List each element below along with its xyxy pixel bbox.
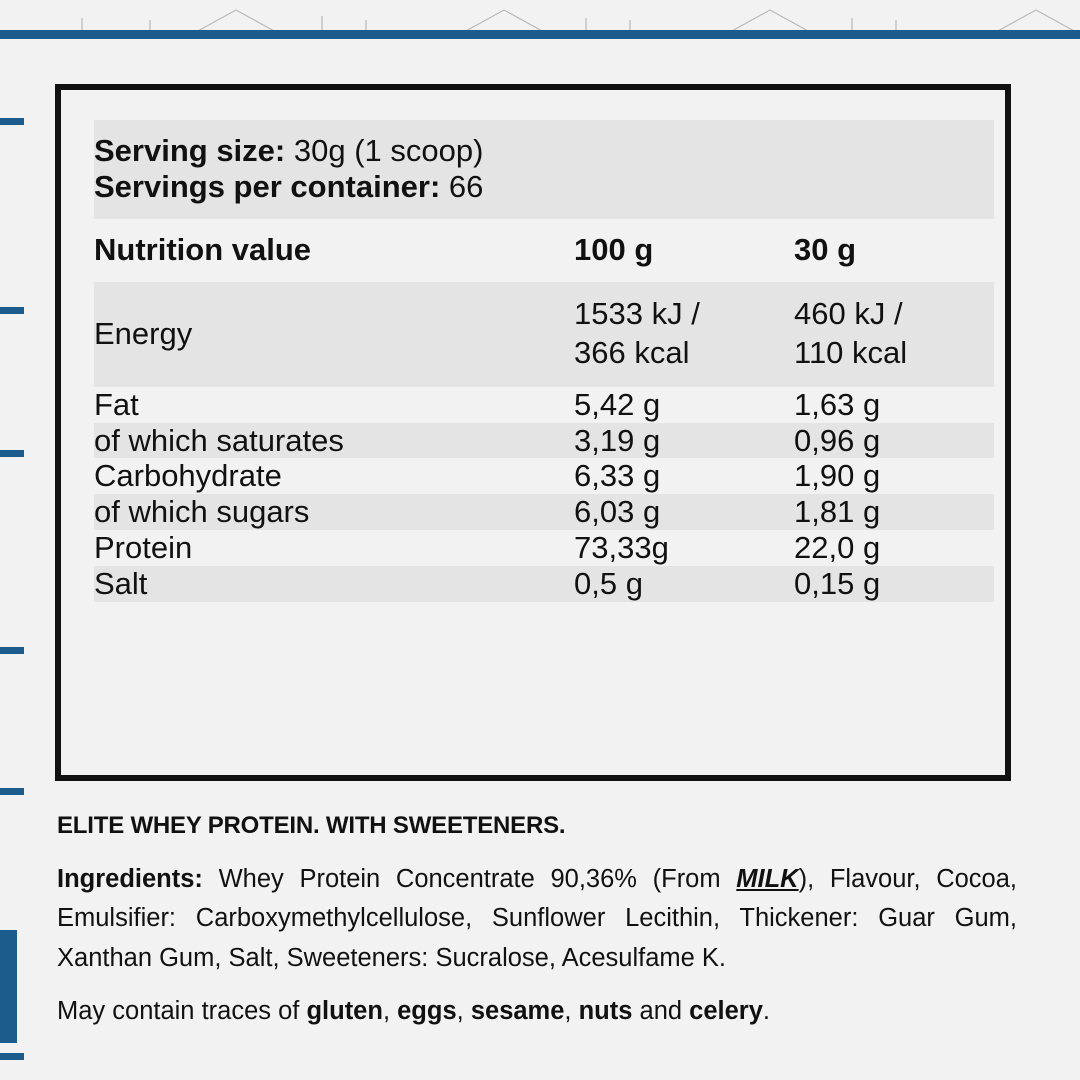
energy-kcal-100g: 366 kcal <box>574 335 690 371</box>
left-bracket-mark-2 <box>0 450 24 654</box>
header-col-30g: 30 g <box>794 231 857 267</box>
table-row: Carbohydrate 6,33 g 1,90 g <box>94 458 994 494</box>
allergen-gluten: gluten <box>306 996 383 1025</box>
ingredients-text-part1: Whey Protein Concentrate 90,36% (From <box>202 865 737 893</box>
ingredients-text-part2: ), Flavour, Cocoa, Emulsifier: Carboxyme… <box>57 865 1018 972</box>
allergen-nuts: nuts <box>578 996 633 1025</box>
allergen-sesame: sesame <box>470 996 565 1025</box>
row-value-protein-30g: 22,0 g <box>794 530 881 566</box>
row-label-protein: Protein <box>94 530 193 566</box>
row-value-protein-100g: 73,33g <box>574 530 669 566</box>
nutrition-facts-panel: Serving size: 30g (1 scoop) Servings per… <box>55 84 1011 781</box>
left-bracket-mark-1 <box>0 118 24 314</box>
row-value-carbohydrate-100g: 6,33 g <box>574 458 661 494</box>
product-headline: ELITE WHEY PROTEIN. WITH SWEETENERS. <box>57 812 566 839</box>
allergen-celery: celery <box>689 996 763 1025</box>
row-value-saturates-30g: 0,96 g <box>794 422 994 459</box>
row-value-energy-100g: 1533 kJ / 366 kcal <box>574 281 794 387</box>
row-value-salt-100g: 0,5 g <box>574 566 794 603</box>
row-label-salt: Salt <box>94 566 574 603</box>
row-value-salt-30g: 0,15 g <box>794 566 994 603</box>
top-rule <box>0 30 1080 39</box>
traces-paragraph: May contain traces of gluten, eggs, sesa… <box>57 996 770 1025</box>
header-nutrition-value: Nutrition value <box>94 231 312 267</box>
energy-kj-30g: 460 kJ / <box>794 295 903 331</box>
row-value-energy-30g: 460 kJ / 110 kcal <box>794 281 994 387</box>
traces-conjunction: and <box>632 996 690 1025</box>
servings-per-container-row: Servings per container: 66 <box>94 168 994 219</box>
left-bracket-mark-3 <box>0 788 24 1060</box>
top-decoration <box>0 0 1080 40</box>
row-label-saturates: of which saturates <box>94 422 574 459</box>
left-bracket-fill <box>0 930 17 1043</box>
table-row: Protein 73,33g 22,0 g <box>94 530 994 566</box>
servings-per-container-label: Servings per container: <box>94 168 441 204</box>
row-label-carbohydrate: Carbohydrate <box>94 458 282 494</box>
row-value-saturates-100g: 3,19 g <box>574 422 794 459</box>
ingredients-paragraph: Ingredients: Whey Protein Concentrate 90… <box>57 860 1017 978</box>
traces-prefix: May contain traces of <box>57 996 307 1025</box>
header-col-100g: 100 g <box>574 231 654 267</box>
servings-per-container-value: 66 <box>448 168 484 204</box>
row-label-energy: Energy <box>94 281 574 387</box>
table-row: Salt 0,5 g 0,15 g <box>94 566 994 603</box>
row-value-carbohydrate-30g: 1,90 g <box>794 458 881 494</box>
serving-size-label: Serving size: <box>94 133 286 168</box>
serving-size-value: 30g (1 scoop) <box>293 133 484 168</box>
table-header-row: Nutrition value 100 g 30 g <box>94 219 994 282</box>
table-row: of which saturates 3,19 g 0,96 g <box>94 422 994 459</box>
row-label-sugars: of which sugars <box>94 494 574 531</box>
row-value-fat-100g: 5,42 g <box>574 386 661 422</box>
allergen-milk: MILK <box>736 865 799 893</box>
energy-kj-100g: 1533 kJ / <box>574 295 700 331</box>
row-value-sugars-100g: 6,03 g <box>574 494 794 531</box>
allergen-eggs: eggs <box>397 996 457 1025</box>
table-row: Fat 5,42 g 1,63 g <box>94 387 994 423</box>
ingredients-label: Ingredients: <box>57 865 203 893</box>
table-row: of which sugars 6,03 g 1,81 g <box>94 494 994 531</box>
product-info-block: ELITE WHEY PROTEIN. WITH SWEETENERS. Ing… <box>57 812 1017 1029</box>
traces-suffix: . <box>762 996 770 1025</box>
table-row: Energy 1533 kJ / 366 kcal 460 kJ / 110 k… <box>94 281 994 387</box>
serving-size-row: Serving size: 30g (1 scoop) <box>94 120 994 169</box>
row-value-fat-30g: 1,63 g <box>794 386 881 422</box>
nutrition-table: Serving size: 30g (1 scoop) Servings per… <box>94 120 994 603</box>
energy-kcal-30g: 110 kcal <box>794 335 908 371</box>
row-value-sugars-30g: 1,81 g <box>794 494 994 531</box>
row-label-fat: Fat <box>94 386 139 422</box>
